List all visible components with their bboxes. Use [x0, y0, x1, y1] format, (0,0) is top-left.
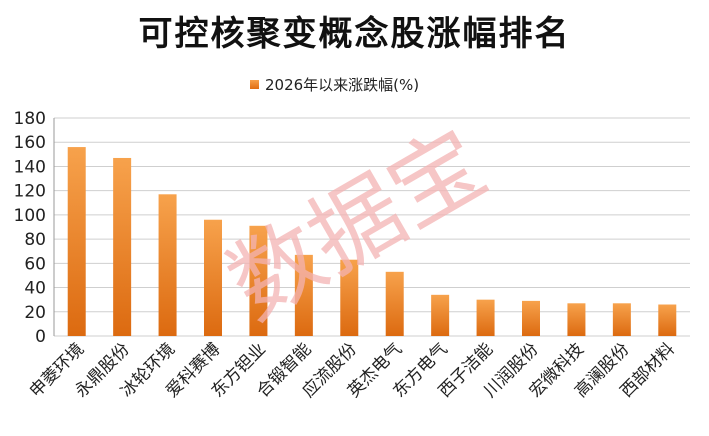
bar — [522, 300, 540, 336]
bar — [294, 254, 313, 336]
y-tick-label: 160 — [14, 133, 46, 153]
y-tick-label: 0 — [35, 327, 46, 347]
bar — [612, 303, 631, 336]
bar — [249, 225, 268, 336]
bar — [204, 219, 222, 336]
y-tick-label: 180 — [14, 109, 46, 129]
legend: 2026年以来涨跌幅(%) — [250, 74, 419, 94]
chart-title: 可控核聚变概念股涨幅排名 — [138, 14, 571, 54]
bar — [431, 294, 450, 336]
y-tick-label: 20 — [24, 303, 46, 323]
legend-swatch — [250, 79, 259, 89]
y-tick-label: 140 — [14, 157, 46, 177]
bar — [340, 259, 359, 336]
y-tick-label: 80 — [24, 230, 46, 250]
legend-label: 2026年以来涨跌幅(%) — [265, 75, 420, 94]
bar — [385, 271, 404, 336]
y-tick-label: 40 — [24, 279, 46, 299]
bar — [158, 194, 177, 336]
y-tick-label: 100 — [14, 206, 46, 226]
bar — [67, 147, 86, 336]
bar — [658, 304, 677, 336]
bar — [567, 303, 586, 336]
bar — [113, 157, 132, 336]
y-tick-label: 120 — [14, 182, 46, 202]
y-tick-label: 60 — [24, 254, 46, 274]
bar — [476, 299, 495, 336]
